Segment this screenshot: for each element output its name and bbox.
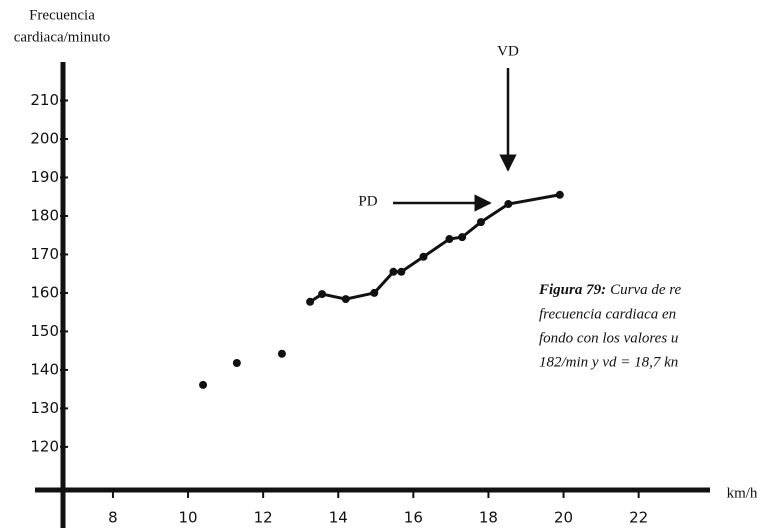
y-tick-label: 190 <box>30 168 59 186</box>
caption-title: Figura 79: <box>538 282 606 298</box>
data-point <box>555 190 564 199</box>
annotation-pd: PD <box>358 193 377 209</box>
data-point <box>445 235 454 244</box>
data-point <box>458 233 467 242</box>
data-point <box>277 349 286 358</box>
y-tick-label: 140 <box>30 360 59 378</box>
data-point <box>419 252 428 261</box>
data-point <box>341 295 350 304</box>
y-tick-label: 120 <box>30 437 59 455</box>
x-tick-label: 10 <box>178 509 197 527</box>
x-tick-label: 22 <box>629 509 648 527</box>
y-tick-label: 200 <box>30 129 59 147</box>
y-tick-label: 150 <box>30 322 59 340</box>
data-point <box>370 288 379 297</box>
caption-line: 182/min y vd = 18,7 kn <box>539 354 678 370</box>
x-axis-label: km/h <box>727 485 758 501</box>
x-tick-label: 8 <box>108 509 118 527</box>
data-point <box>476 218 485 227</box>
x-tick-label: 14 <box>329 509 348 527</box>
y-tick-label: 170 <box>30 245 59 263</box>
trend-line <box>309 193 561 304</box>
x-tick-label: 12 <box>254 509 273 527</box>
caption-line: frecuencia cardiaca en <box>539 306 676 322</box>
y-axis-label: Frecuencia <box>29 7 95 23</box>
data-point <box>306 297 315 306</box>
y-tick-label: 210 <box>30 91 59 109</box>
caption: Figura 79: Curva de re <box>538 282 682 298</box>
data-point <box>318 290 327 299</box>
y-axis-label: cardiaca/minuto <box>14 29 111 45</box>
y-tick-label: 130 <box>30 399 59 417</box>
x-tick-label: 20 <box>554 509 573 527</box>
annotation-vd: VD <box>497 43 519 59</box>
data-point <box>389 267 398 276</box>
data-point <box>199 380 208 389</box>
x-tick-label: 16 <box>404 509 423 527</box>
data-point <box>397 267 406 276</box>
data-point <box>504 200 513 209</box>
y-tick-label: 180 <box>30 206 59 224</box>
caption-line: fondo con los valores u <box>539 330 678 346</box>
caption-line: Curva de re <box>610 282 681 298</box>
y-tick-label: 160 <box>30 283 59 301</box>
data-point <box>232 358 241 367</box>
x-tick-label: 18 <box>479 509 498 527</box>
